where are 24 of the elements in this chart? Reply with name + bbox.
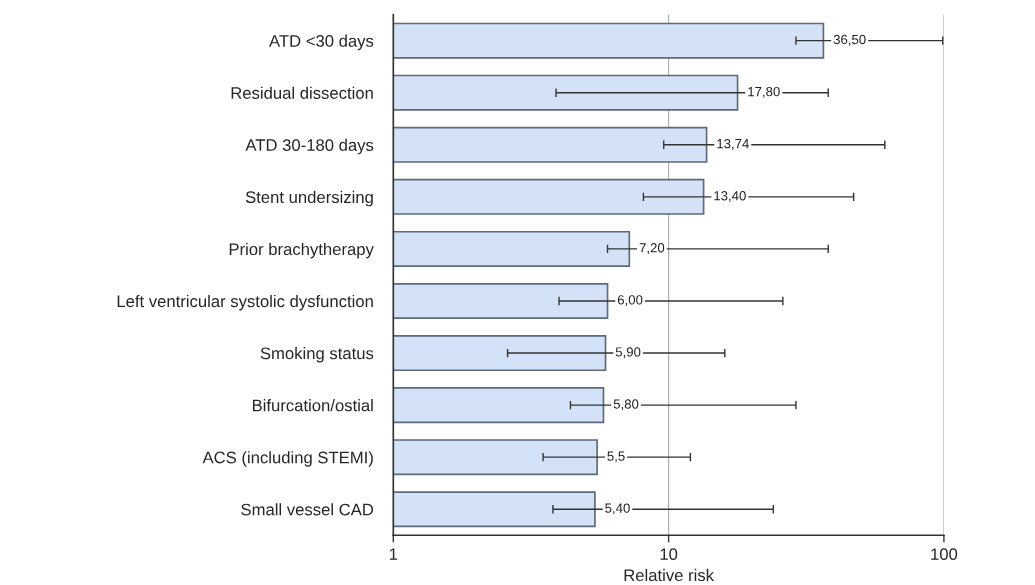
data-label: 36,50 [833,34,866,46]
data-label: 13,74 [717,138,749,150]
data-label: 5,90 [615,347,641,359]
x-tick-label: 100 [931,548,958,561]
data-label: 6,00 [617,295,643,307]
data-label: 13,40 [714,191,746,202]
x-tick-label: 1 [389,548,398,560]
data-label: 5,80 [613,399,639,411]
y-tick-label: Bifurcation/ostial [252,399,373,412]
y-tick-label: ATD 30-180 days [245,138,374,155]
y-tick-label: Small vessel CAD [241,503,374,516]
y-tick-label: Stent undersizing [245,190,373,207]
x-tick-label: 10 [660,548,678,561]
data-label: 5,5 [607,451,625,463]
data-label: 5,40 [605,503,630,515]
data-label: 7,20 [639,243,665,255]
y-tick-label: Smoking status [260,347,374,363]
y-tick-label: Left ventricular systolic dysfunction [117,294,373,311]
x-axis-title: Relative risk [624,568,715,582]
y-tick-label: ACS (including STEMI) [202,451,373,467]
y-tick-label: Prior brachytherapy [229,242,374,259]
y-tick-label: Residual dissection [231,86,373,99]
data-label: 17,80 [748,86,780,98]
y-tick-label: ATD <30 days [269,34,374,51]
